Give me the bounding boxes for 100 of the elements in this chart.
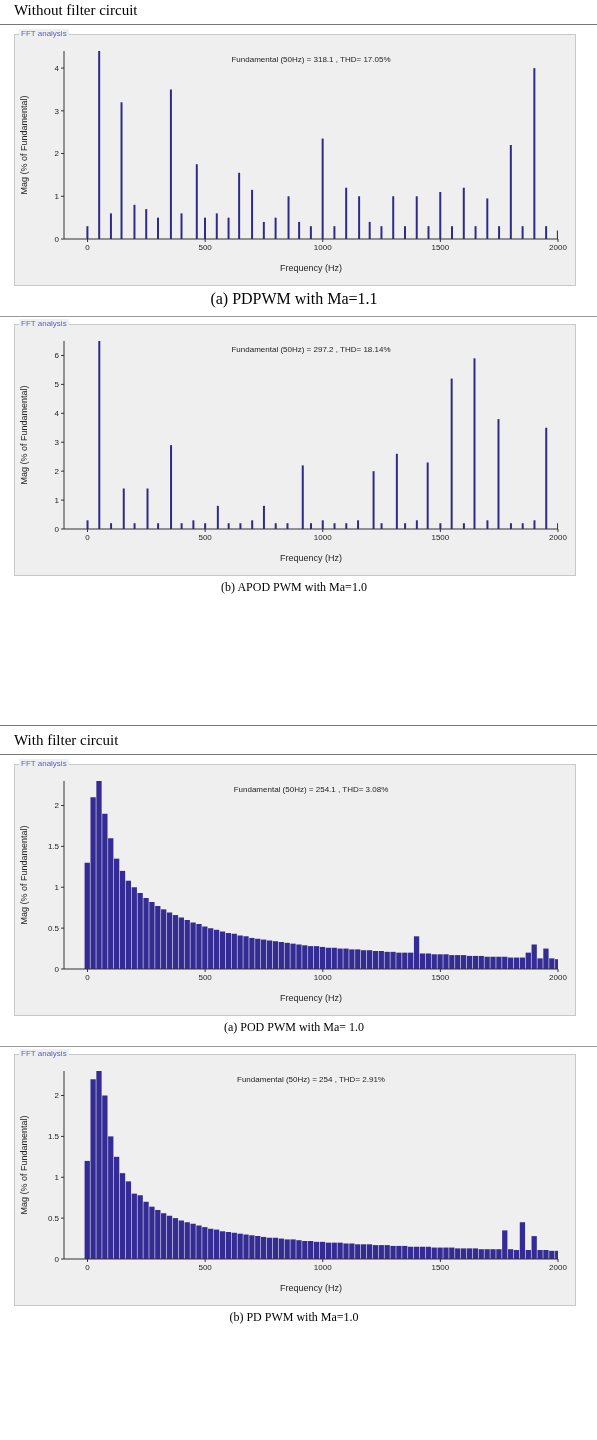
- bar: [533, 520, 536, 529]
- bar: [133, 204, 136, 239]
- bar: [122, 488, 125, 529]
- x-tick-label: 1500: [431, 1262, 450, 1272]
- y-tick-label: 5: [54, 380, 60, 390]
- text: (a) PDPWM with Ma=1.1: [209, 290, 379, 308]
- bar: [368, 221, 371, 239]
- bar: [195, 164, 198, 239]
- bar: [145, 209, 148, 239]
- bar: [486, 520, 489, 529]
- bar: [86, 226, 89, 239]
- bar: [321, 138, 324, 239]
- bar: [450, 378, 453, 529]
- bar: [486, 198, 489, 239]
- x-tick-label: 0: [85, 1262, 91, 1272]
- bar: [156, 217, 159, 239]
- x-axis-title: Frequency (Hz): [279, 993, 343, 1003]
- y-tick-label: 0: [54, 1254, 60, 1264]
- y-tick-label: 2: [54, 1091, 60, 1101]
- x-axis-title: Frequency (Hz): [279, 1283, 343, 1293]
- text: FFT analysis: [19, 1049, 69, 1058]
- bar: [427, 226, 430, 239]
- bar: [146, 488, 149, 529]
- y-tick-label: 4: [54, 409, 60, 419]
- y-tick-label: 0: [54, 234, 60, 244]
- bar: [372, 471, 375, 529]
- bar: [497, 419, 500, 529]
- text: Fundamental (50Hz) = 254 , THD= 2.91%: [236, 1075, 386, 1084]
- bar: [358, 196, 361, 239]
- bar: [474, 226, 477, 239]
- x-axis-title: Frequency (Hz): [279, 553, 343, 563]
- x-tick-label: 500: [198, 1262, 213, 1272]
- text: Fundamental (50Hz) = 254.1 , THD= 3.08%: [232, 785, 390, 794]
- y-tick-label: 2: [54, 801, 60, 811]
- x-tick-label: 0: [85, 242, 91, 252]
- x-tick-label: 1000: [313, 1262, 333, 1272]
- bar: [204, 217, 207, 239]
- text: FFT analysis: [19, 319, 69, 328]
- bar: [415, 196, 418, 239]
- x-tick-label: 0: [85, 532, 91, 542]
- x-tick-label: 1000: [313, 972, 333, 982]
- x-tick-label: 1500: [431, 972, 450, 982]
- bar: [439, 192, 442, 239]
- text: With filter circuit: [14, 732, 119, 749]
- y-tick-label: 2: [54, 149, 60, 159]
- x-tick-label: 1000: [313, 532, 333, 542]
- x-tick-label: 2000: [549, 242, 568, 252]
- bar: [321, 520, 324, 529]
- bar: [169, 89, 172, 239]
- bar: [86, 520, 89, 529]
- bar: [473, 358, 476, 529]
- bar: [426, 462, 429, 529]
- text: (a) POD PWM with Ma= 1.0: [222, 1020, 366, 1035]
- bar: [392, 196, 395, 239]
- x-tick-label: 1500: [431, 242, 450, 252]
- bar: [98, 341, 101, 529]
- y-axis-title: Mag (% of Fundamental): [19, 825, 30, 925]
- y-tick-label: 1.5: [47, 1132, 60, 1142]
- bar: [298, 221, 301, 239]
- bar: [533, 68, 536, 239]
- x-tick-label: 1500: [431, 532, 450, 542]
- text: FFT analysis: [19, 29, 69, 38]
- x-axis-title: Frequency (Hz): [279, 263, 343, 273]
- text: Fundamental (50Hz) = 318.1 , THD= 17.05%: [230, 55, 392, 64]
- bar: [109, 213, 112, 239]
- bar: [357, 520, 360, 529]
- x-tick-label: 2000: [549, 972, 568, 982]
- y-axis-title: Mag (% of Fundamental): [19, 385, 30, 485]
- text: FFT analysis: [19, 759, 69, 768]
- bar: [98, 51, 101, 239]
- y-tick-label: 0: [54, 524, 60, 534]
- y-axis-title: Mag (% of Fundamental): [19, 95, 30, 195]
- x-tick-label: 1000: [313, 242, 333, 252]
- bar: [380, 226, 383, 239]
- y-tick-label: 6: [54, 351, 60, 361]
- bar: [415, 520, 418, 529]
- text: Without filter circuit: [14, 2, 138, 19]
- y-tick-label: 3: [54, 438, 60, 448]
- y-axis-title: Mag (% of Fundamental): [19, 1115, 30, 1215]
- bar: [238, 172, 241, 239]
- bar: [309, 226, 312, 239]
- bar: [180, 213, 183, 239]
- bar: [545, 427, 548, 529]
- y-tick-label: 1: [54, 883, 60, 893]
- y-tick-label: 2: [54, 466, 60, 476]
- x-tick-label: 500: [198, 972, 213, 982]
- bar: [216, 505, 219, 529]
- y-tick-label: 0.5: [47, 1213, 60, 1223]
- text: (b) APOD PWM with Ma=1.0: [220, 580, 368, 595]
- bar: [215, 213, 218, 239]
- text: (b) PD PWM with Ma=1.0: [228, 1310, 360, 1325]
- bar: [403, 226, 406, 239]
- bar: [251, 520, 254, 529]
- y-tick-label: 1.5: [47, 842, 60, 852]
- bar: [509, 145, 512, 239]
- x-tick-label: 500: [198, 532, 213, 542]
- x-tick-label: 500: [198, 242, 213, 252]
- bar: [262, 505, 265, 529]
- x-tick-label: 2000: [549, 1262, 568, 1272]
- y-tick-label: 1: [54, 1173, 60, 1183]
